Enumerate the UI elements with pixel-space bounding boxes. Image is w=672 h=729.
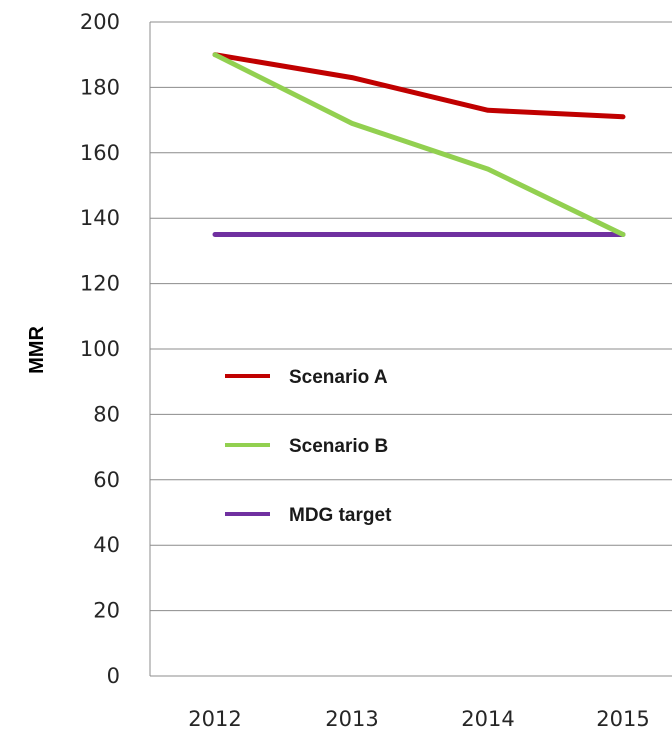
x-tick-labels: 2012 2013 2014 2015 <box>188 707 649 729</box>
x-tick-label-2013: 2013 <box>325 707 378 729</box>
legend: Scenario A Scenario B MDG target <box>225 367 392 526</box>
y-tick-label-20: 20 <box>93 599 120 623</box>
y-tick-label-180: 180 <box>80 75 120 99</box>
x-tick-label-2012: 2012 <box>188 707 241 729</box>
y-tick-label-160: 160 <box>80 141 120 165</box>
axes <box>149 22 672 677</box>
y-tick-label-200: 200 <box>80 10 120 34</box>
y-tick-label-60: 60 <box>93 468 120 492</box>
legend-label-scenario-b: Scenario B <box>289 436 388 457</box>
legend-item-mdg-target: MDG target <box>225 505 392 526</box>
y-tick-labels: 0 20 40 60 80 100 120 140 160 180 200 <box>80 10 120 688</box>
legend-label-mdg-target: MDG target <box>289 505 392 526</box>
gridlines <box>150 21 672 612</box>
series-line-scenario-b <box>212 52 626 237</box>
legend-item-scenario-a: Scenario A <box>225 367 388 388</box>
y-tick-label-80: 80 <box>93 402 120 426</box>
legend-item-scenario-b: Scenario B <box>225 436 388 457</box>
y-tick-label-120: 120 <box>80 272 120 296</box>
y-tick-label-40: 40 <box>93 533 120 557</box>
y-axis-title: MMR <box>26 326 48 374</box>
y-tick-label-0: 0 <box>107 664 120 688</box>
x-tick-label-2014: 2014 <box>461 707 514 729</box>
series-line-scenario-a <box>212 52 626 120</box>
y-tick-label-140: 140 <box>80 206 120 230</box>
legend-label-scenario-a: Scenario A <box>289 367 388 388</box>
x-tick-label-2015: 2015 <box>596 707 649 729</box>
series-lines <box>212 52 626 237</box>
y-tick-label-100: 100 <box>80 337 120 361</box>
